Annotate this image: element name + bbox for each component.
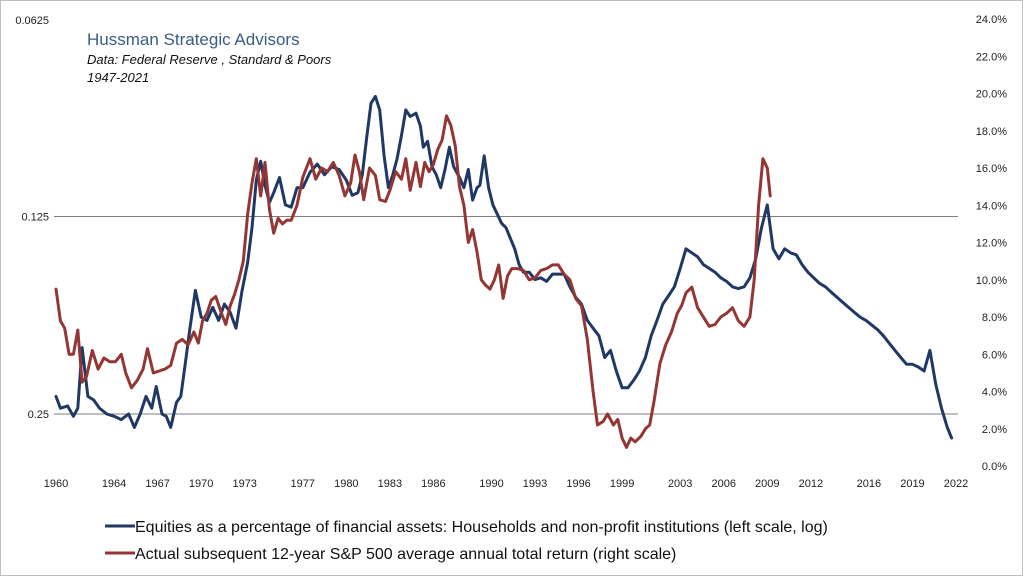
x-tick-label: 2003 (668, 478, 692, 490)
x-tick-label: 1967 (145, 478, 169, 490)
right-tick-label: 20.0% (976, 89, 1007, 101)
series-sp500-return-line (54, 114, 772, 449)
right-tick-label: 24.0% (976, 14, 1007, 26)
x-tick-label: 1960 (44, 478, 68, 490)
legend-label-equities: Equities as a percentage of financial as… (135, 519, 828, 536)
x-tick-label: 1983 (378, 478, 402, 490)
right-tick-label: 14.0% (976, 200, 1007, 212)
x-tick-label: 2016 (857, 478, 881, 490)
chart-title: Hussman Strategic Advisors (87, 30, 300, 49)
x-tick-label: 1990 (479, 478, 503, 490)
right-tick-label: 0.0% (982, 461, 1007, 473)
right-tick-label: 8.0% (982, 312, 1007, 324)
right-tick-label: 6.0% (982, 349, 1007, 361)
right-tick-label: 4.0% (982, 387, 1007, 399)
left-axis: 0.0625 0.125 0.25 (15, 15, 49, 421)
x-tick-label: 2022 (944, 478, 968, 490)
left-tick-label: 0.125 (21, 212, 49, 224)
series-equities-line (54, 94, 954, 440)
x-tick-label: 1977 (291, 478, 315, 490)
x-tick-label: 1964 (102, 478, 126, 490)
x-tick-label: 2012 (799, 478, 823, 490)
chart-subtitle-source: Data: Federal Reserve , Standard & Poors (87, 52, 332, 67)
right-tick-label: 2.0% (982, 424, 1007, 436)
legend-label-sp500: Actual subsequent 12-year S&P 500 averag… (135, 546, 676, 563)
right-tick-label: 18.0% (976, 126, 1007, 138)
x-tick-label: 1986 (421, 478, 445, 490)
left-tick-label: 0.0625 (15, 15, 49, 27)
right-tick-label: 22.0% (976, 51, 1007, 63)
legend: Equities as a percentage of financial as… (105, 519, 828, 563)
x-tick-label: 1973 (232, 478, 256, 490)
x-tick-label: 1993 (523, 478, 547, 490)
chart-subtitle-years: 1947-2021 (87, 70, 149, 85)
x-tick-label: 2006 (711, 478, 735, 490)
right-tick-label: 16.0% (976, 163, 1007, 175)
x-tick-label: 1980 (334, 478, 358, 490)
x-tick-label: 2019 (900, 478, 924, 490)
right-tick-label: 10.0% (976, 275, 1007, 287)
right-axis: 0.0% 2.0% 4.0% 6.0% 8.0% 10.0% 12.0% 14.0% 16.0%… (976, 14, 1007, 473)
x-tick-label: 1999 (610, 478, 634, 490)
left-tick-label: 0.25 (28, 409, 49, 421)
x-axis: 1960 1964 1967 1970 1973 1977 1980 1983 1986 1990… (44, 478, 968, 490)
x-tick-label: 1996 (566, 478, 590, 490)
x-tick-label: 1970 (189, 478, 213, 490)
x-tick-label: 2009 (755, 478, 779, 490)
right-tick-label: 12.0% (976, 238, 1007, 250)
